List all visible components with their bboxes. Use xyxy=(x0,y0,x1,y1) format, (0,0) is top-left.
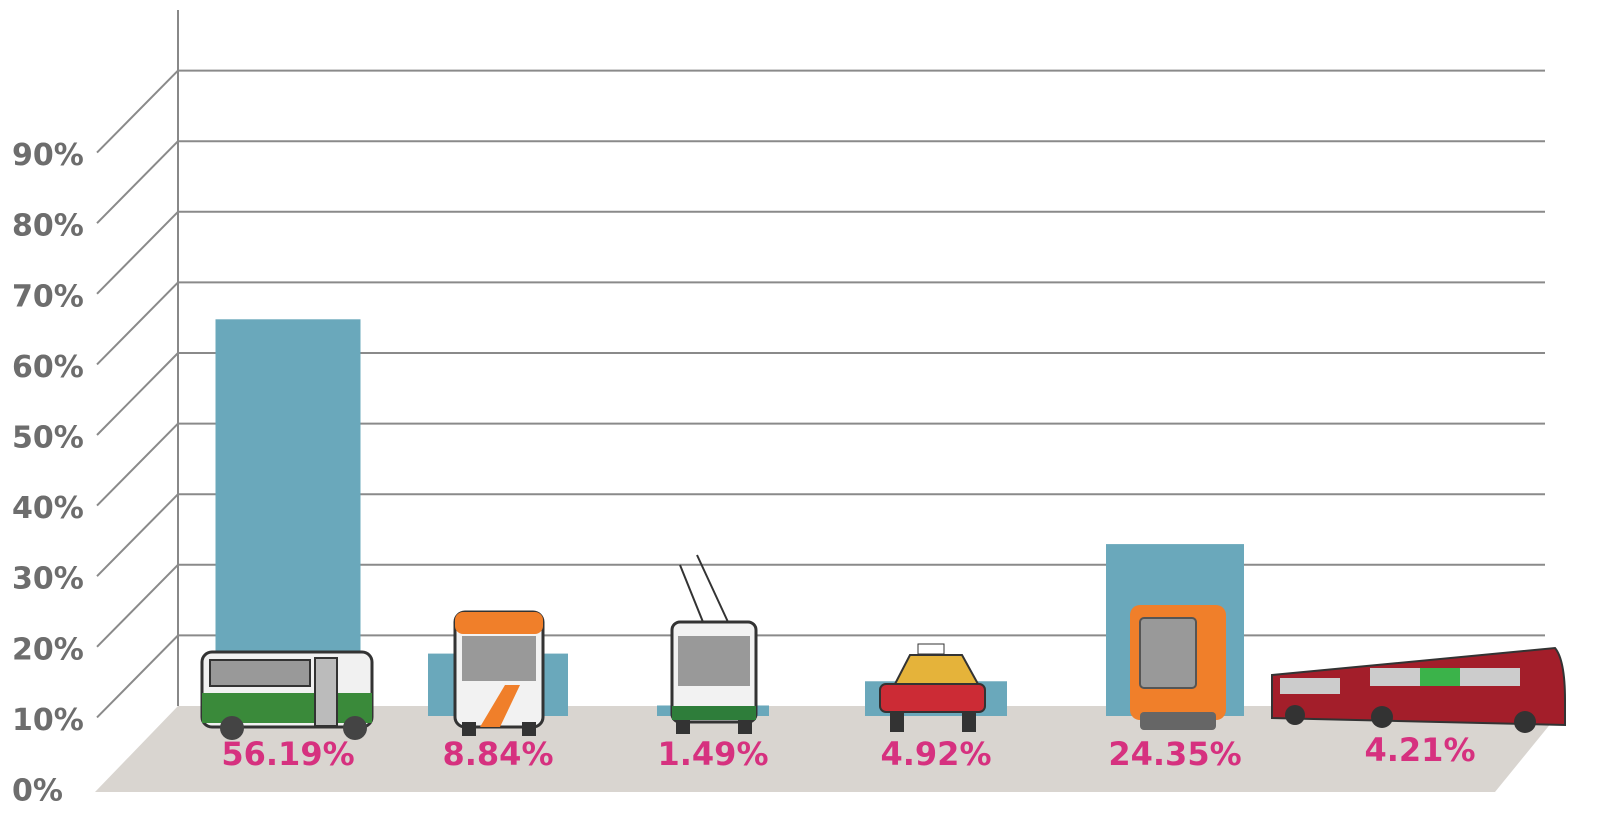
microbus-icon xyxy=(200,650,374,740)
y-tick-label: 60% xyxy=(12,350,84,385)
value-label: 24.35% xyxy=(1108,735,1241,773)
trolleybus-icon xyxy=(670,554,758,734)
grid-diagonal xyxy=(96,564,179,648)
taxi-icon xyxy=(879,643,986,732)
bus-icon xyxy=(453,610,545,736)
grid xyxy=(96,69,1545,719)
grid-diagonal xyxy=(96,493,179,577)
value-label: 8.84% xyxy=(442,735,553,773)
vehicle-icons xyxy=(200,554,1566,740)
metro-icon xyxy=(1130,605,1226,730)
y-tick-label: 90% xyxy=(12,138,84,173)
bar xyxy=(215,319,361,716)
y-tick-label: 0% xyxy=(12,774,63,809)
grid-diagonal xyxy=(96,281,179,366)
y-tick-label: 80% xyxy=(12,209,84,244)
y-tick-label: 50% xyxy=(12,421,84,456)
y-tick-label: 10% xyxy=(12,703,84,738)
value-labels: 56.19% 8.84% 1.49% 4.92% 24.35% 4.21% xyxy=(221,731,1475,773)
grid-diagonal xyxy=(96,211,179,295)
value-label: 4.92% xyxy=(880,735,991,773)
grid-diagonal xyxy=(96,422,179,507)
y-tick-label: 20% xyxy=(12,632,84,667)
y-tick-label: 30% xyxy=(12,562,84,597)
grid-diagonal xyxy=(96,634,179,719)
value-label: 1.49% xyxy=(657,735,768,773)
y-tick-label: 40% xyxy=(12,491,84,526)
value-label: 4.21% xyxy=(1364,731,1475,769)
value-label: 56.19% xyxy=(221,735,354,773)
grid-diagonal xyxy=(96,69,179,154)
bars xyxy=(215,319,1470,716)
grid-diagonal xyxy=(96,352,179,436)
grid-diagonal xyxy=(96,140,179,224)
metrobus-icon xyxy=(1271,646,1566,733)
y-tick-label: 70% xyxy=(12,279,84,314)
y-ticks: 0% 10% 20% 30% 40% 50% 60% 70% 80% 90% xyxy=(12,138,84,808)
